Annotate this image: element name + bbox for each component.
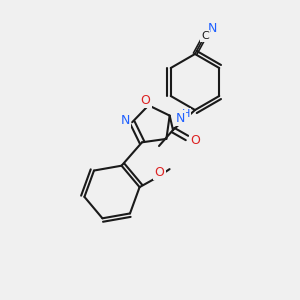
Text: N: N [207,22,217,34]
Text: N: N [121,114,130,127]
Text: O: O [154,166,164,178]
Text: C: C [201,31,209,41]
Text: N: N [175,112,185,124]
Text: O: O [190,134,200,148]
Text: H: H [182,109,190,119]
Text: O: O [141,94,151,107]
